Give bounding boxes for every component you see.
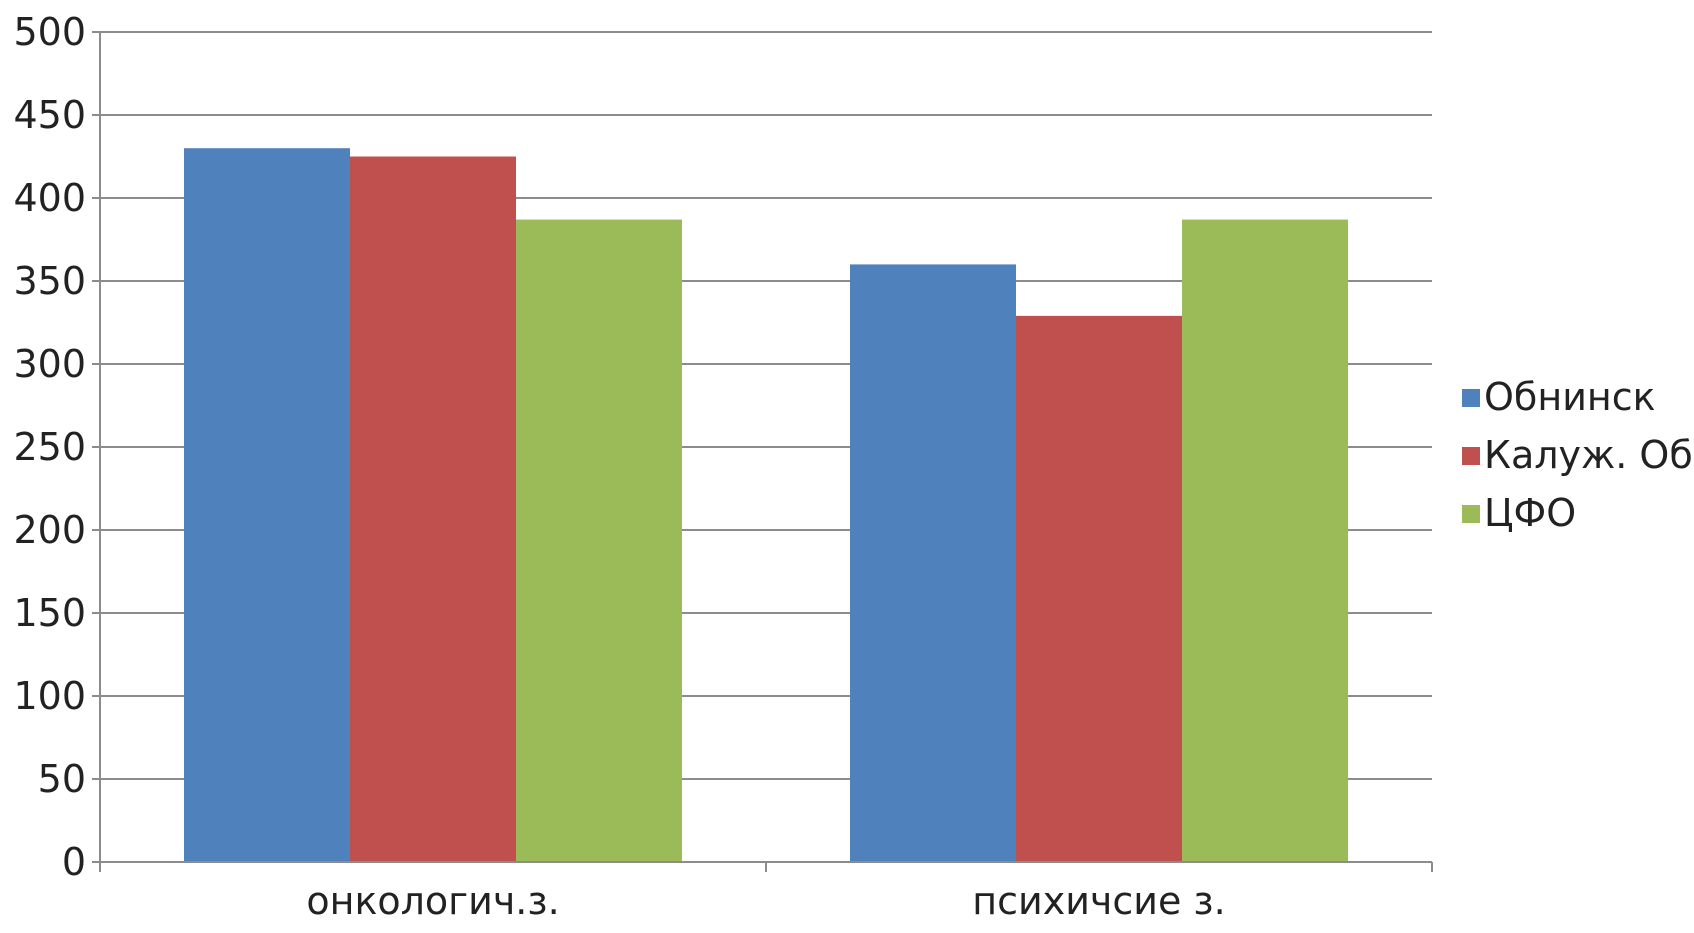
y-tick-label: 0 (62, 840, 86, 884)
y-tick-label: 500 (13, 10, 86, 54)
y-tick-label: 100 (13, 674, 86, 718)
y-tick-labels: 0 50 100 150 200 250 300 350 400 450 500 (13, 10, 86, 884)
x-category-label: онкологич.з. (306, 879, 559, 923)
x-category-label: психичсие з. (972, 879, 1225, 923)
y-tick-label: 250 (13, 425, 86, 469)
legend-label: Калуж. Об (1484, 433, 1693, 477)
legend-label: Обнинск (1484, 375, 1656, 419)
bar-3-cat-2 (1182, 219, 1348, 862)
y-tick-label: 150 (13, 591, 86, 635)
bar-2-cat-2 (1016, 315, 1182, 862)
legend-swatch (1462, 447, 1480, 465)
y-tick-label: 350 (13, 259, 86, 303)
legend-label: ЦФО (1484, 491, 1576, 535)
y-tick-label: 50 (38, 757, 86, 801)
legend: Обнинск Калуж. Об ЦФО (1462, 375, 1693, 535)
bar-1-cat-1 (184, 148, 350, 862)
x-category-labels: онкологич.з. психичсие з. (306, 879, 1225, 923)
legend-swatch (1462, 505, 1480, 523)
legend-swatch (1462, 389, 1480, 407)
bar-1-cat-2 (850, 264, 1016, 862)
y-tick-label: 200 (13, 508, 86, 552)
y-tick-label: 400 (13, 176, 86, 220)
axes (92, 31, 1433, 872)
bar-3-cat-1 (516, 219, 682, 862)
bar-2-cat-1 (350, 156, 516, 862)
y-tick-label: 450 (13, 93, 86, 137)
y-tick-label: 300 (13, 342, 86, 386)
bars (184, 148, 1348, 862)
